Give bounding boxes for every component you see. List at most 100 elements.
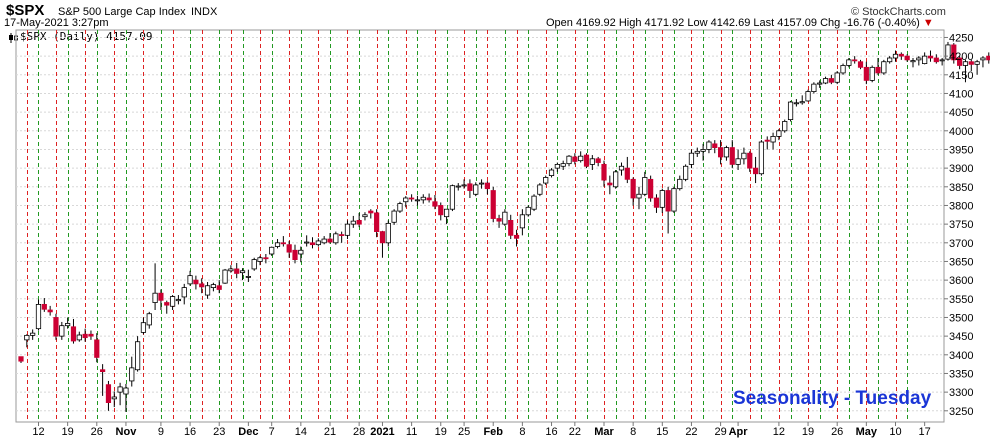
candle-body: [706, 141, 712, 150]
candle-body: [356, 219, 362, 225]
candle-body: [712, 143, 718, 149]
candle-body: [496, 218, 502, 222]
candle-body: [782, 121, 788, 132]
candle-body: [543, 177, 549, 184]
candle-body: [846, 59, 852, 66]
candle-body: [100, 369, 106, 373]
candle-body: [642, 177, 648, 195]
x-tick-label: 26: [831, 426, 843, 438]
x-tick-label: 15: [656, 426, 668, 438]
candle-body: [65, 323, 71, 327]
candle-body: [146, 313, 152, 326]
candle-body: [321, 238, 327, 244]
y-tick-label: 3950: [949, 144, 973, 156]
candle-body: [508, 219, 514, 236]
x-tick-label: 14: [295, 426, 307, 438]
candle-body: [140, 322, 147, 333]
candle-body: [962, 61, 969, 66]
candle-body: [957, 57, 963, 66]
candle-body: [927, 55, 934, 59]
candle-body: [47, 309, 53, 313]
candle-body: [770, 135, 776, 143]
change-value: -16.76 (-0.40%): [843, 17, 920, 29]
gridlines: [16, 36, 944, 412]
x-tick-label: 8: [630, 426, 636, 438]
stockcharts-credit: © StockCharts.com: [851, 6, 946, 18]
candle-body: [269, 246, 275, 255]
candle-body: [105, 384, 112, 403]
candle-body: [723, 147, 730, 158]
candle-body: [863, 66, 869, 81]
candle-body: [502, 211, 508, 225]
candle-body: [443, 208, 450, 218]
y-tick-label: 3550: [949, 294, 973, 306]
candle-body: [286, 244, 292, 253]
candle-body: [601, 163, 607, 181]
candle-body: [24, 334, 30, 341]
candle-body: [309, 242, 316, 246]
candle-body: [898, 53, 904, 57]
chart-datetime: 17-May-2021 3:27pm: [4, 17, 109, 29]
candle-body: [467, 183, 473, 191]
low-label: Low: [687, 17, 708, 29]
candle-body: [945, 44, 951, 60]
candle-body: [583, 154, 590, 167]
x-tick-label: 19: [62, 426, 74, 438]
candle-body: [362, 214, 368, 218]
x-tick-label: 22: [685, 426, 697, 438]
x-tick-label: Nov: [116, 426, 138, 438]
candle-body: [718, 147, 724, 158]
candle-body: [199, 283, 205, 288]
candle-body: [677, 178, 683, 190]
y-axis: 3250 3300 3350 3400 3450 3500 3550 3600 3650 3700…: [944, 32, 973, 418]
candle-body: [76, 334, 82, 341]
candle-body: [53, 317, 59, 337]
candle-body: [525, 206, 531, 216]
candle-body: [234, 268, 240, 274]
candle-body: [222, 269, 228, 284]
candle-body: [239, 270, 246, 274]
x-tick-label: Mar: [594, 426, 614, 438]
symbol-label: $SPX: [6, 2, 45, 19]
candle-body: [933, 57, 939, 63]
candle-body: [665, 190, 671, 212]
x-tick-label: 21: [324, 426, 336, 438]
candle-body: [560, 163, 566, 167]
series-legend: $SPX (Daily) 4157.09: [20, 30, 153, 43]
x-tick-label: 8: [519, 426, 525, 438]
candles: [18, 41, 990, 412]
candle-body: [169, 296, 176, 307]
candle-body: [368, 210, 374, 214]
candle-body: [350, 220, 356, 225]
x-tick-label: 16: [545, 426, 557, 438]
candle-body: [875, 66, 881, 74]
candle-body: [30, 332, 36, 336]
candle-body: [111, 396, 117, 400]
x-axis: 12 19 26 Nov 9 16 23 Dec 7 14 21 28 2021 11 19 25 Feb 8 16…: [32, 422, 931, 438]
y-tick-label: 3800: [949, 200, 973, 212]
candle-body: [88, 333, 94, 337]
candle-body: [607, 182, 613, 186]
y-tick-label: 3650: [949, 256, 973, 268]
candle-body: [298, 249, 304, 255]
candle-body: [519, 214, 525, 229]
candle-body: [735, 158, 741, 165]
y-tick-label: 3600: [949, 275, 973, 287]
candle-body: [578, 155, 584, 162]
candle-body: [397, 203, 403, 212]
y-tick-label: 3900: [949, 163, 973, 175]
candle-body: [117, 386, 123, 393]
candle-body: [245, 275, 251, 278]
candle-body: [548, 169, 555, 176]
candle-body: [758, 141, 765, 175]
candle-body: [892, 53, 899, 59]
candle-body: [41, 303, 47, 310]
candle-body: [822, 78, 829, 84]
candle-body: [986, 55, 990, 61]
x-tick-label: 17: [919, 426, 931, 438]
candle-body: [18, 356, 24, 362]
candle-body: [980, 57, 986, 61]
y-tick-label: 4050: [949, 107, 973, 119]
candle-body: [484, 182, 491, 190]
